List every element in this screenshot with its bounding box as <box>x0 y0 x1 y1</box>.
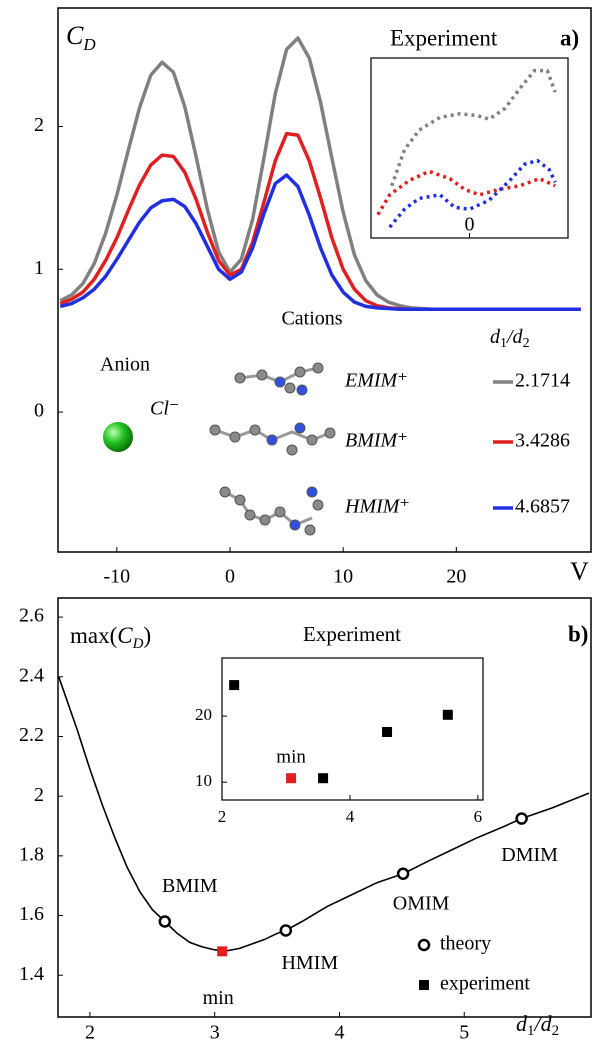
x-tick-label: 4 <box>334 1022 344 1042</box>
y-label-part: max( <box>70 623 117 648</box>
legend-label: EMIM⁺ <box>344 370 408 392</box>
y-tick-label: 1.6 <box>19 903 44 925</box>
y-tick-label: 2.4 <box>19 664 44 686</box>
inset-frame <box>222 658 483 800</box>
theory-point <box>517 814 527 824</box>
experiment-point <box>217 946 227 956</box>
legend-label: HMIM⁺ <box>344 496 410 518</box>
anion-label: Cl⁻ <box>150 398 179 420</box>
x-tick-label: 5 <box>459 1022 469 1042</box>
y-tick-label: 10 <box>195 771 212 790</box>
ratio-part: 2 <box>523 336 530 351</box>
ratio-part: 1 <box>500 336 507 351</box>
x-tick-label: 3 <box>210 1022 220 1042</box>
legend-marker <box>419 980 429 990</box>
theory-point <box>398 869 408 879</box>
y-tick-label: 2 <box>34 784 44 806</box>
point-label: BMIM <box>162 875 218 897</box>
point-label: DMIM <box>501 844 558 866</box>
ratio-label: d1/d2 <box>490 326 530 352</box>
y-label-part: D <box>132 636 144 652</box>
y-label-sub: D <box>82 35 96 54</box>
legend-label: BMIM⁺ <box>345 430 408 452</box>
experiment-point <box>286 773 296 783</box>
y-tick-label: 20 <box>195 705 212 724</box>
legend-ratio: 2.1714 <box>515 370 570 392</box>
x-label-part: 2 <box>552 1023 560 1039</box>
y-axis-label: max(CD) <box>70 623 151 652</box>
y-tick-label: 1.4 <box>19 963 44 985</box>
y-tick-label: 1.8 <box>19 843 44 865</box>
experiment-point <box>318 773 328 783</box>
y-tick-label: 2.2 <box>19 724 44 746</box>
theory-point <box>160 917 170 927</box>
y-tick-label: 0 <box>34 400 44 422</box>
x-tick-label: -10 <box>104 566 131 588</box>
y-label-part: C <box>117 623 133 648</box>
x-tick-label: 2 <box>218 807 227 826</box>
figure: CD Experiment a) Cations d1/d2 Anion Cl⁻… <box>0 0 592 1042</box>
panel-label: b) <box>568 621 588 646</box>
x-axis-label: d1/d2 <box>516 1011 559 1039</box>
x-label-part: 1 <box>527 1023 535 1039</box>
experiment-point <box>229 680 239 690</box>
inset-frame <box>371 58 568 238</box>
legend-ratio: 3.4286 <box>515 430 570 452</box>
y-tick-label: 1 <box>34 257 44 279</box>
theory-point <box>281 925 291 935</box>
y-axis-label: CD <box>66 21 96 54</box>
x-tick-label: 6 <box>474 807 483 826</box>
point-label: HMIM <box>281 952 338 974</box>
point-label: min <box>276 747 306 768</box>
x-tick-label: 2 <box>85 1022 95 1042</box>
x-tick-label: 0 <box>465 214 475 236</box>
inset-title: Experiment <box>390 25 498 50</box>
molecules <box>210 363 335 535</box>
x-tick-label: 0 <box>225 566 235 588</box>
experiment-point <box>443 710 453 720</box>
legend-label: theory <box>440 933 491 955</box>
panel-label: a) <box>560 25 579 50</box>
experiment-point <box>382 727 392 737</box>
y-tick-label: 2.6 <box>19 605 44 627</box>
y-label-part: ) <box>143 623 151 648</box>
legend-ratio: 4.6857 <box>515 496 570 518</box>
x-label-part: /d <box>533 1011 553 1036</box>
y-label-main: C <box>66 21 84 50</box>
anion-title: Anion <box>100 354 150 376</box>
legend-label: experiment <box>440 973 530 995</box>
legend-title: Cations <box>281 308 342 330</box>
ratio-part: /d <box>506 326 524 348</box>
point-label: OMIM <box>393 892 450 914</box>
x-tick-label: 4 <box>346 807 355 826</box>
x-axis-label: V <box>570 557 589 586</box>
x-tick-label: 20 <box>446 566 466 588</box>
point-label: min <box>203 987 234 1009</box>
anion-sphere <box>103 422 133 452</box>
legend-marker <box>419 940 429 950</box>
page: CD Experiment a) Cations d1/d2 Anion Cl⁻… <box>0 0 592 1042</box>
x-tick-label: 10 <box>333 566 353 588</box>
inset-title: Experiment <box>303 622 401 646</box>
y-tick-label: 2 <box>34 114 44 136</box>
